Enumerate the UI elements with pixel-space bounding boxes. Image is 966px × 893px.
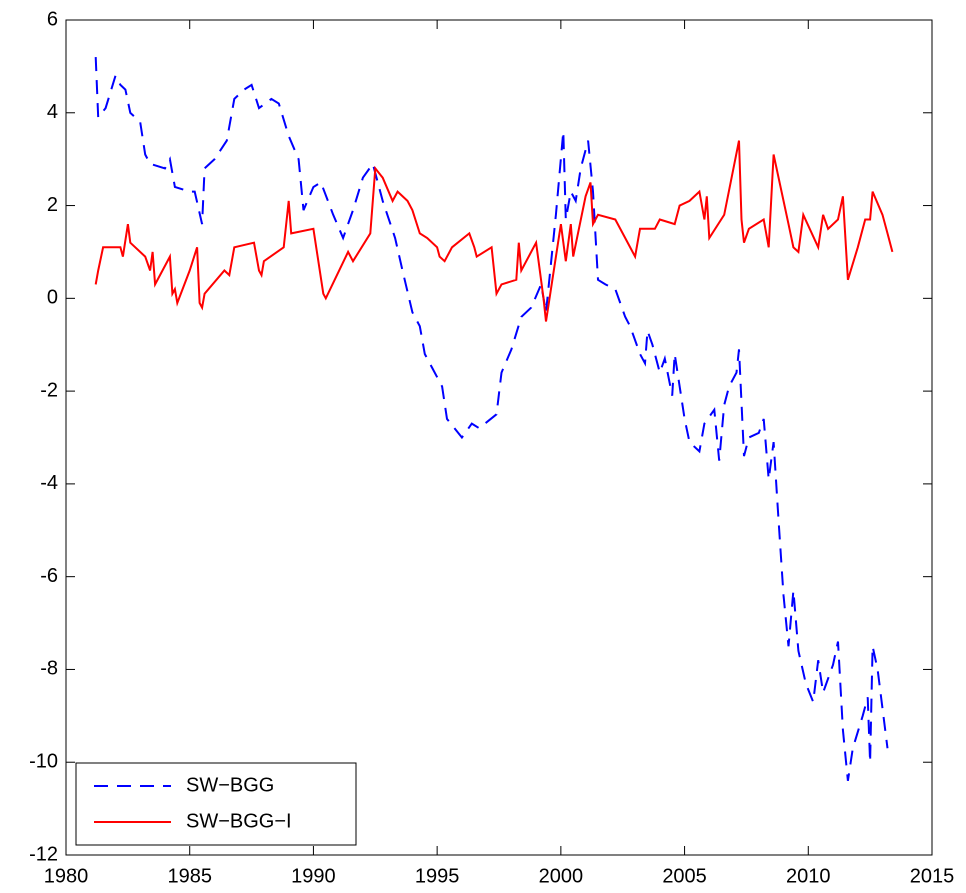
x-tick-label: 1990	[291, 865, 336, 887]
y-tick-label: -2	[40, 379, 58, 401]
y-tick-label: -4	[40, 472, 58, 494]
series-line	[94, 140, 894, 322]
x-tick-label: 2015	[910, 865, 955, 887]
x-tick-label: 1995	[415, 865, 460, 887]
y-tick-label: -6	[40, 565, 58, 587]
legend-label: SW−BGG−I	[186, 810, 292, 832]
y-tick-label: 0	[47, 287, 58, 309]
y-tick-label: 6	[47, 8, 58, 30]
x-tick-label: 1980	[44, 865, 89, 887]
x-tick-label: 2005	[662, 865, 707, 887]
x-tick-label: 2010	[786, 865, 831, 887]
y-tick-label: 2	[47, 194, 58, 216]
y-tick-label: -12	[29, 843, 58, 865]
x-tick-label: 2000	[539, 865, 584, 887]
series-line	[94, 57, 889, 781]
legend	[75, 762, 357, 846]
legend-label: SW−BGG	[186, 774, 274, 796]
plot-area	[65, 19, 933, 856]
y-tick-label: -10	[29, 751, 58, 773]
x-tick-label: 1985	[167, 865, 212, 887]
y-tick-label: 4	[47, 101, 58, 123]
y-tick-label: -8	[40, 658, 58, 680]
